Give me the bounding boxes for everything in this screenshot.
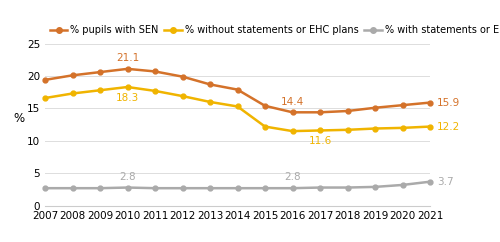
Text: 12.2: 12.2 (437, 121, 460, 132)
Text: 18.3: 18.3 (116, 93, 139, 103)
Legend: % pupils with SEN, % without statements or EHC plans, % with statements or EHC p: % pupils with SEN, % without statements … (50, 25, 500, 36)
Y-axis label: %: % (13, 112, 24, 125)
Text: 2.8: 2.8 (284, 172, 301, 182)
Text: 2.8: 2.8 (119, 172, 136, 182)
Text: 3.7: 3.7 (437, 177, 454, 187)
Text: 14.4: 14.4 (281, 97, 304, 107)
Text: 11.6: 11.6 (308, 136, 332, 146)
Text: 21.1: 21.1 (116, 53, 139, 63)
Text: 15.9: 15.9 (437, 98, 460, 108)
